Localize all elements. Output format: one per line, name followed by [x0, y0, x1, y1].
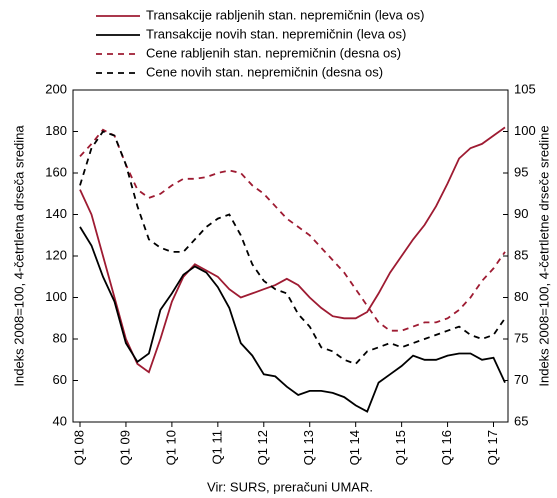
y2-tick-label: 80	[514, 289, 528, 304]
x-tick-label: Q1 08	[71, 430, 86, 465]
legend-label: Transakcije rabljenih stan. nepremičnin …	[146, 7, 424, 22]
legend-label: Transakcije novih stan. nepremičnin (lev…	[146, 26, 406, 41]
y2-tick-label: 75	[514, 330, 528, 345]
y2-tick-label: 105	[514, 81, 536, 96]
source: Vir: SURS, preračuni UMAR.	[207, 479, 373, 494]
y-axis-label: Indeks 2008=100, 4-četrtletna drseča sre…	[11, 125, 26, 387]
x-tick-label: Q1 10	[163, 430, 178, 465]
y-tick-label: 100	[45, 289, 67, 304]
y2-tick-label: 95	[514, 164, 528, 179]
x-tick-label: Q1 14	[347, 430, 362, 465]
x-tick-label: Q1 15	[393, 430, 408, 465]
x-tick-label: Q1 17	[485, 430, 500, 465]
y-tick-label: 40	[53, 413, 67, 428]
x-tick-label: Q1 13	[301, 430, 316, 465]
y2-tick-label: 100	[514, 123, 536, 138]
plot-frame	[72, 89, 509, 423]
y-tick-label: 140	[45, 206, 67, 221]
series-line	[79, 128, 506, 332]
series-line	[79, 126, 506, 374]
y2-tick-label: 65	[514, 413, 528, 428]
y-tick-label: 200	[45, 81, 67, 96]
y-tick-label: 80	[53, 330, 67, 345]
y-tick-label: 120	[45, 247, 67, 262]
y-tick-label: 160	[45, 164, 67, 179]
x-tick-label: Q1 09	[117, 430, 132, 465]
x-tick-label: Q1 12	[255, 430, 270, 465]
y2-tick-label: 85	[514, 247, 528, 262]
y2-tick-label: 70	[514, 372, 528, 387]
y2-tick-label: 90	[514, 206, 528, 221]
series-line	[79, 226, 506, 413]
x-tick-label: Q1 11	[209, 430, 224, 464]
legend-label: Cene novih stan. nepremičnin (desna os)	[146, 64, 383, 79]
legend-label: Cene rabljenih stan. nepremičnin (desna …	[146, 45, 401, 60]
y-tick-label: 180	[45, 123, 67, 138]
y-tick-label: 60	[53, 372, 67, 387]
y2-axis-label: Indeks 2008=100, 4-četrtletne drseče sre…	[536, 125, 551, 386]
series-line	[79, 130, 506, 365]
x-tick-label: Q1 16	[439, 430, 454, 465]
